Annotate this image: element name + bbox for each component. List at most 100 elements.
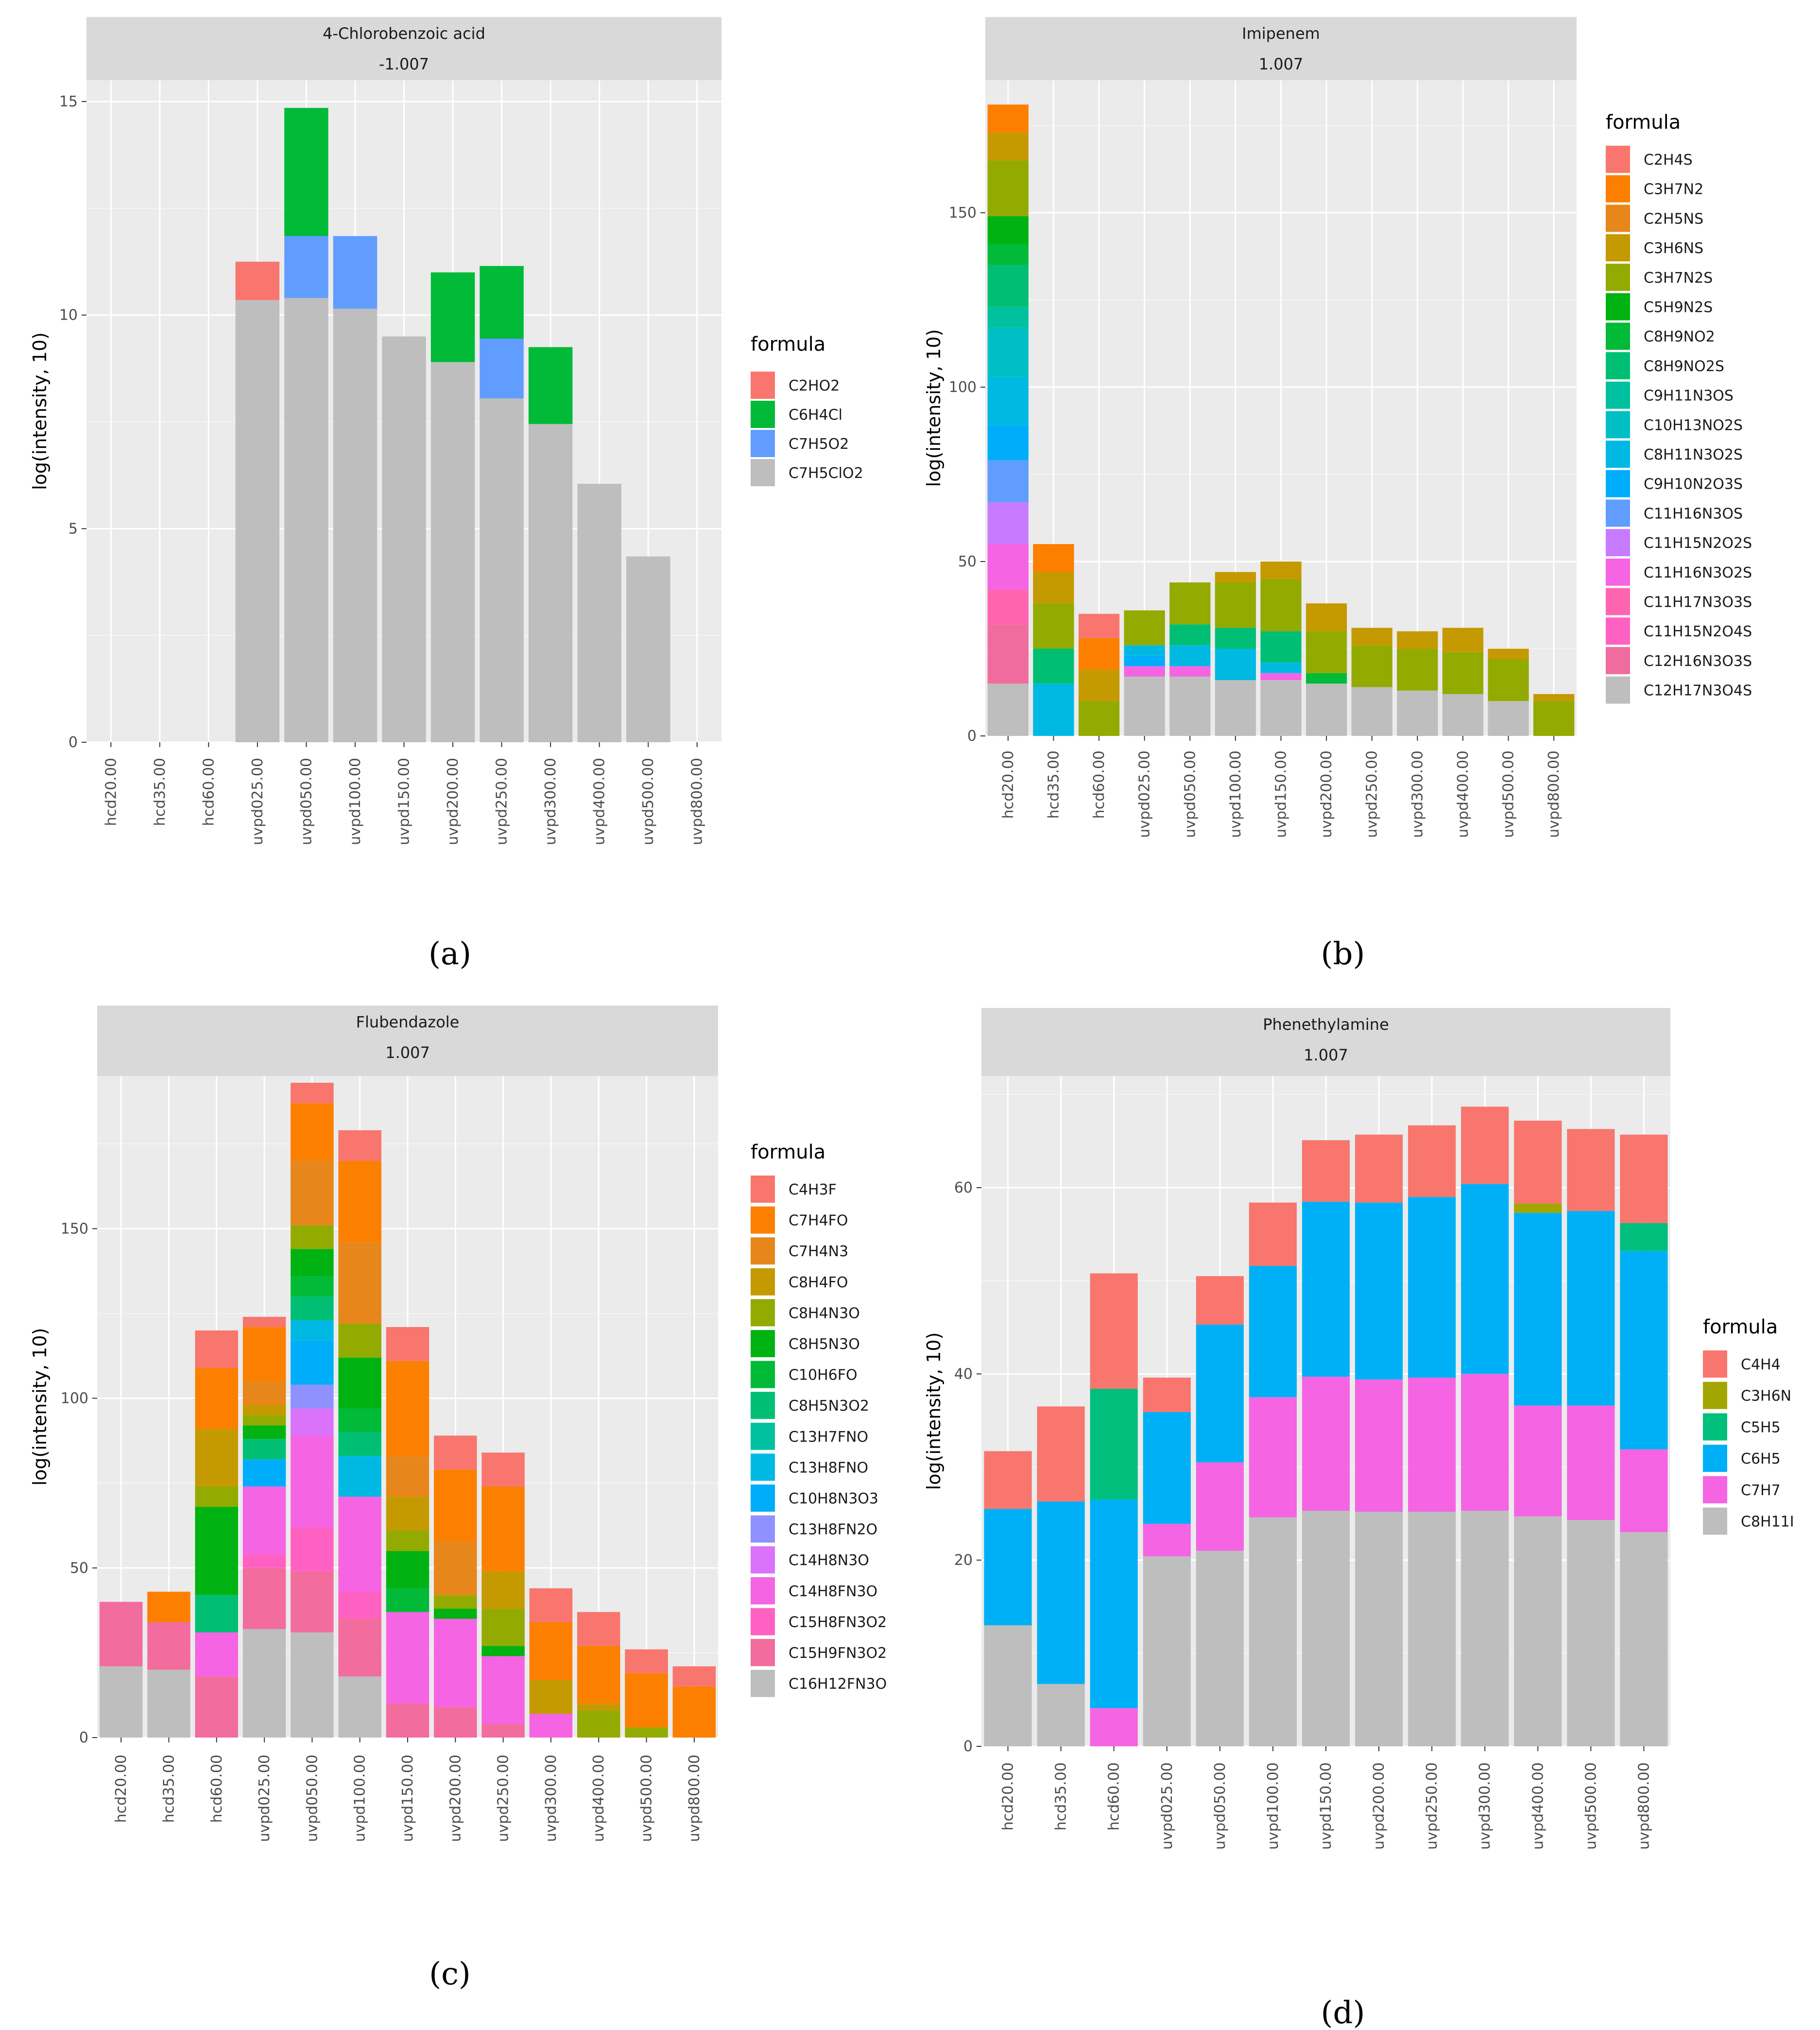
facet-strip bbox=[981, 1008, 1670, 1076]
x-tick-label: hcd20.00 bbox=[1000, 1762, 1017, 1830]
bar-segment-c7h4n3-uvpd100-00 bbox=[338, 1242, 381, 1324]
legend-swatch-c8h11n bbox=[1703, 1507, 1727, 1535]
y-tick-label: 50 bbox=[70, 1560, 88, 1577]
bar-segment-c15h9fn3o2-uvpd025-00 bbox=[242, 1568, 286, 1629]
bar-segment-c7h5clo2-uvpd400-00 bbox=[577, 483, 621, 742]
x-tick-label: uvpd250.00 bbox=[494, 758, 511, 845]
bar-segment-c7h5clo2-uvpd300-00 bbox=[528, 424, 573, 742]
bar-segment-c12h17n3o4s-uvpd150-00 bbox=[1260, 680, 1302, 736]
bar-segment-c3h7n2s-uvpd500-00 bbox=[1488, 659, 1529, 701]
panel-c: Flubendazole 1.007 0 50 100 150 hcd20.00 hcd35.… bbox=[29, 1006, 887, 1842]
bar-segment-c8h4n3o-uvpd200-00 bbox=[434, 1595, 477, 1609]
legend-swatch-c9h10n2o3s bbox=[1606, 470, 1630, 497]
bar-segment-c6h4cl-uvpd200-00 bbox=[430, 272, 475, 362]
legend-swatch-c11h15n2o2s bbox=[1606, 529, 1630, 557]
y-tick-label: 150 bbox=[61, 1220, 88, 1237]
y-axis-title: log(intensity, 10) bbox=[29, 332, 51, 490]
legend-swatch-c13h8fn2o bbox=[751, 1515, 775, 1543]
bar-segment-c8h11n3o2s-uvpd050-00 bbox=[1169, 645, 1211, 666]
legend-label-c13h8fn2o: C13H8FN2O bbox=[789, 1521, 877, 1538]
x-tick-label: uvpd200.00 bbox=[447, 1755, 464, 1842]
bar-segment-c8h4n3o-uvpd500-00 bbox=[625, 1727, 668, 1738]
facet-strip bbox=[86, 17, 721, 80]
x-tick-label: uvpd150.00 bbox=[1273, 751, 1290, 838]
legend-label-c8h11n: C8H11I bbox=[1741, 1514, 1794, 1531]
bar-segment-c3h7n2s-uvpd025-00 bbox=[1124, 610, 1165, 646]
bar-segment-c8h4n3o-hcd60-00 bbox=[195, 1486, 239, 1507]
bar-segment-c4h4-uvpd050-00 bbox=[1196, 1276, 1244, 1325]
legend-swatch-c13h8fno bbox=[751, 1453, 775, 1481]
legend-swatch-c7h5clo2 bbox=[751, 459, 775, 486]
legend-swatch-c11h16n3o2s bbox=[1606, 558, 1630, 586]
bar-segment-c8h5n3o2-uvpd100-00 bbox=[338, 1432, 381, 1456]
bar-segment-c3h6ns-uvpd400-00 bbox=[1442, 628, 1484, 652]
x-tick-label: uvpd500.00 bbox=[638, 1755, 655, 1842]
legend-label-c15h8fn3o2: C15H8FN3O2 bbox=[789, 1614, 887, 1631]
bar-segment-c16h12fn3o-uvpd025-00 bbox=[242, 1629, 286, 1738]
bar-segment-c14h8fn3o-uvpd200-00 bbox=[434, 1619, 477, 1707]
bar-segment-c6h5-uvpd500-00 bbox=[1567, 1211, 1615, 1406]
bar-segment-c3h7n2s-uvpd200-00 bbox=[1305, 631, 1347, 673]
bar-segment-c15h8fn3o2-uvpd100-00 bbox=[338, 1591, 381, 1619]
x-tick-label: uvpd500.00 bbox=[1582, 1762, 1599, 1850]
bar-segment-c12h17n3o4s-uvpd400-00 bbox=[1442, 694, 1484, 736]
bar-segment-c8h9no2s-uvpd050-00 bbox=[1169, 624, 1211, 646]
caption-c: (c) bbox=[429, 1956, 471, 1992]
bar-segment-c8h4n3o-uvpd025-00 bbox=[242, 1415, 286, 1426]
bar-segment-c12h17n3o4s-uvpd100-00 bbox=[1215, 680, 1256, 736]
panel-a: 4-Chlorobenzoic acid -1.007 0 5 10 15 hcd20.00… bbox=[29, 17, 863, 845]
panel-title: Phenethylamine bbox=[1263, 1015, 1389, 1034]
bar-segment-c7h5clo2-uvpd025-00 bbox=[235, 300, 280, 742]
bar-segment-c7h5o2-uvpd050-00 bbox=[284, 236, 328, 298]
bar-segment-c14h8fn3o-uvpd150-00 bbox=[386, 1612, 429, 1704]
x-tick-label: uvpd400.00 bbox=[1455, 751, 1472, 838]
legend-swatch-c8h5n3o bbox=[751, 1330, 775, 1357]
bar-segment-c4h4-hcd20-00 bbox=[984, 1451, 1032, 1509]
legend-swatch-c14h8fn3o bbox=[751, 1577, 775, 1604]
x-tick-label: uvpd300.00 bbox=[543, 1755, 560, 1842]
x-tick-label: uvpd200.00 bbox=[1318, 751, 1335, 838]
bar-segment-c15h8fn3o2-uvpd050-00 bbox=[291, 1527, 334, 1571]
bar-segment-c14h8fn3o-uvpd050-00 bbox=[291, 1435, 334, 1527]
bar-segment-c4h3f-uvpd250-00 bbox=[481, 1452, 525, 1487]
x-tick-label: uvpd400.00 bbox=[1529, 1762, 1546, 1850]
legend-swatch-c8h11n3o2s bbox=[1606, 441, 1630, 468]
bar-segment-c7h7-uvpd100-00 bbox=[1249, 1397, 1297, 1518]
bar-segment-c13h8fno-uvpd100-00 bbox=[338, 1456, 381, 1497]
bar-segment-c16h12fn3o-hcd35-00 bbox=[147, 1670, 190, 1738]
bar-segment-c12h17n3o4s-uvpd050-00 bbox=[1169, 676, 1211, 736]
bar-segment-c11h15n2o2s-hcd20-00 bbox=[987, 502, 1029, 545]
x-tick-label: uvpd250.00 bbox=[495, 1755, 512, 1842]
x-tick-label: hcd35.00 bbox=[152, 758, 169, 826]
bar-segment-c8h4n3o-uvpd150-00 bbox=[386, 1530, 429, 1551]
bar-segment-c4h4-hcd60-00 bbox=[1090, 1273, 1138, 1389]
legend-swatch-c11h16n3os bbox=[1606, 499, 1630, 527]
legend-swatch-c4h4 bbox=[1703, 1350, 1727, 1378]
bar-segment-c4h3f-uvpd500-00 bbox=[625, 1649, 668, 1673]
legend-label-c2h5ns: C2H5NS bbox=[1644, 210, 1703, 227]
bar-segment-c8h9no2-uvpd200-00 bbox=[1305, 673, 1347, 684]
bar-segment-c4h3f-uvpd800-00 bbox=[672, 1666, 716, 1687]
x-tick-label: uvpd300.00 bbox=[1409, 751, 1426, 838]
bar-segment-c7h4fo-uvpd025-00 bbox=[242, 1327, 286, 1382]
bar-segment-c3h7n2s-uvpd100-00 bbox=[1215, 582, 1256, 628]
bar-segment-c11h16n3os-hcd20-00 bbox=[987, 460, 1029, 502]
bar-segment-c4h4-hcd35-00 bbox=[1037, 1406, 1085, 1501]
legend-label-c3h6ns: C3H6NS bbox=[1644, 240, 1703, 257]
panel-subtitle: 1.007 bbox=[385, 1043, 430, 1062]
legend-label-c6h5: C6H5 bbox=[1741, 1450, 1781, 1467]
x-tick-label: uvpd025.00 bbox=[249, 758, 266, 845]
legend-swatch-c10h8n3o3 bbox=[751, 1484, 775, 1512]
panel-subtitle: 1.007 bbox=[1259, 55, 1304, 73]
bar-segment-c8h9no2s-hcd20-00 bbox=[987, 265, 1029, 307]
bar-segment-c3h7n2s-uvpd250-00 bbox=[1351, 645, 1392, 687]
facet-strip bbox=[985, 17, 1577, 80]
legend-label-c7h5clo2: C7H5ClO2 bbox=[789, 465, 863, 482]
y-tick-label: 100 bbox=[949, 379, 977, 396]
bar-segment-c7h5o2-uvpd250-00 bbox=[480, 339, 524, 399]
y-axis-title: log(intensity, 10) bbox=[923, 329, 944, 487]
bar-segment-c3h6ns-uvpd100-00 bbox=[1215, 572, 1256, 583]
bar-segment-c3h6ns-uvpd250-00 bbox=[1351, 628, 1392, 646]
bar-segment-c8h5n3o-uvpd200-00 bbox=[434, 1608, 477, 1619]
legend-swatch-c11h17n3o3s bbox=[1606, 588, 1630, 615]
